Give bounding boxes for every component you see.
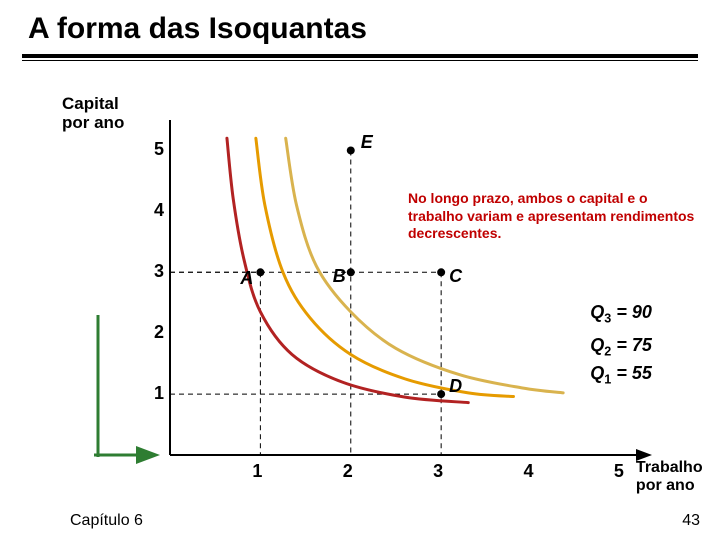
annotation-text: No longo prazo, ambos o capital e o trab… <box>408 190 698 243</box>
isoquant-chart: 1234512345Trabalho por anoQ1 = 55Q2 = 75… <box>70 85 670 485</box>
chart-svg <box>70 85 670 485</box>
slide-title: A forma das Isoquantas <box>28 12 367 46</box>
footer-page-number: 43 <box>682 512 700 530</box>
slide: A forma das Isoquantas Capitalpor ano 12… <box>0 0 720 540</box>
title-rule-thin <box>22 60 698 61</box>
footer-chapter: Capítulo 6 <box>70 512 143 530</box>
title-rule-thick <box>22 54 698 58</box>
